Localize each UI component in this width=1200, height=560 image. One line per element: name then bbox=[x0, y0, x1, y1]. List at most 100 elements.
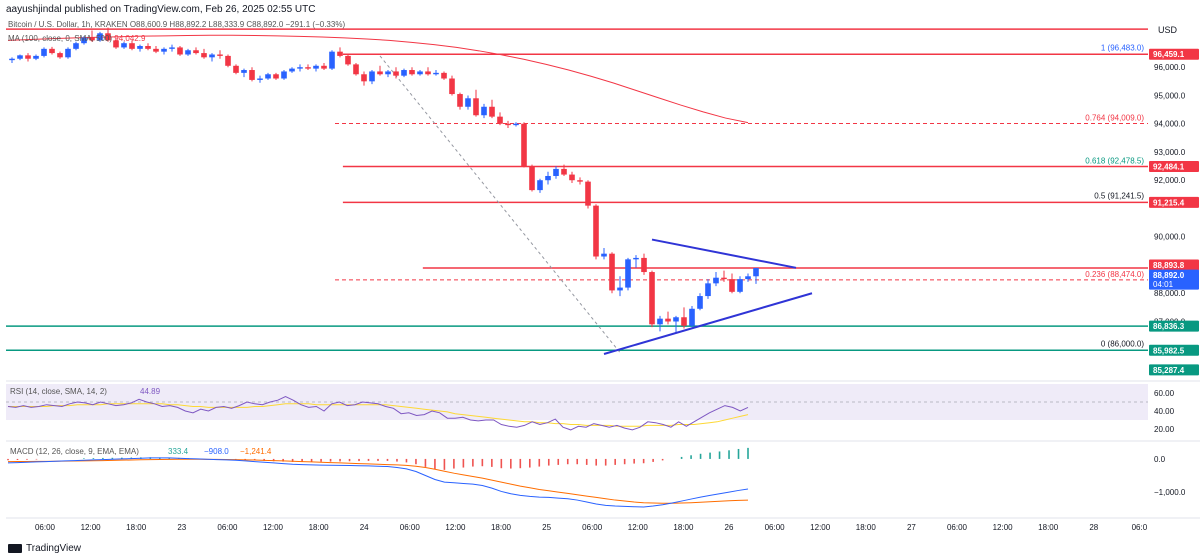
candle-body bbox=[713, 277, 719, 284]
candle-body bbox=[745, 276, 751, 280]
time-tick-label: 06:0 bbox=[1132, 523, 1148, 532]
time-tick-label: 12:00 bbox=[993, 523, 1014, 532]
time-tick-label: 24 bbox=[360, 523, 369, 532]
candle-body bbox=[521, 123, 527, 167]
macd-legend-value: −908.0 bbox=[204, 447, 229, 456]
candle-body bbox=[489, 106, 495, 117]
candle-body bbox=[321, 65, 327, 69]
candle-body bbox=[353, 64, 359, 75]
price-tag bbox=[1149, 161, 1199, 173]
candle-body bbox=[25, 55, 31, 59]
candle-body bbox=[121, 43, 127, 48]
candle-body bbox=[273, 74, 279, 79]
macd-histogram-bar bbox=[358, 458, 360, 462]
candle-body bbox=[265, 74, 271, 79]
macd-histogram-bar bbox=[405, 458, 408, 463]
rsi-legend-label: RSI (14, close, SMA, 14, 2) bbox=[10, 387, 107, 396]
candle-body bbox=[393, 71, 399, 76]
price-tick-label: 93,000.0 bbox=[1154, 148, 1186, 157]
macd-histogram-bar bbox=[92, 458, 95, 459]
candle-body bbox=[753, 268, 759, 277]
macd-histogram-bar bbox=[339, 458, 341, 462]
candle-body bbox=[601, 253, 607, 257]
macd-histogram-bar bbox=[7, 458, 9, 461]
fib-level-label: 0.618 (92,478.5) bbox=[1085, 157, 1144, 166]
candle-body bbox=[561, 168, 567, 175]
candle-body bbox=[633, 257, 639, 260]
candle-body bbox=[641, 257, 647, 273]
price-tick-label: 92,000.0 bbox=[1154, 176, 1186, 185]
candle-body bbox=[17, 55, 23, 59]
candle-body bbox=[305, 67, 311, 69]
candle-body bbox=[689, 308, 695, 326]
macd-histogram-bar bbox=[566, 458, 569, 465]
rsi-tick-label: 20.00 bbox=[1154, 425, 1175, 434]
fib-level-label: 0.5 (91,241.5) bbox=[1094, 192, 1144, 201]
macd-histogram-bar bbox=[26, 458, 28, 460]
macd-histogram-bar bbox=[367, 458, 370, 461]
time-tick-label: 18:00 bbox=[673, 523, 694, 532]
candle-body bbox=[513, 123, 519, 126]
price-tag-label: 85,982.5 bbox=[1153, 346, 1185, 355]
macd-histogram-bar bbox=[528, 458, 531, 468]
candle-body bbox=[617, 287, 623, 291]
candle-body bbox=[153, 48, 159, 52]
time-tick-label: 06:00 bbox=[947, 523, 968, 532]
candle-body bbox=[193, 50, 199, 54]
macd-histogram-bar bbox=[680, 456, 683, 459]
currency-label: USD bbox=[1158, 25, 1178, 35]
macd-histogram-bar bbox=[424, 458, 427, 467]
macd-signal-line bbox=[7, 458, 749, 504]
macd-histogram-bar bbox=[102, 457, 104, 459]
price-tag bbox=[1149, 259, 1199, 271]
price-tag bbox=[1149, 196, 1199, 208]
macd-histogram-bar bbox=[443, 458, 446, 470]
candle-body bbox=[257, 78, 263, 80]
candle-body bbox=[329, 51, 335, 69]
candle-body bbox=[657, 318, 663, 325]
candle-body bbox=[537, 180, 543, 191]
macd-histogram-bar bbox=[585, 458, 588, 465]
fib-level-label: 0.236 (88,474.0) bbox=[1085, 270, 1144, 279]
candle-body bbox=[401, 70, 407, 76]
macd-histogram-bar bbox=[614, 458, 616, 465]
time-tick-label: 18:00 bbox=[491, 523, 512, 532]
candle-body bbox=[721, 277, 727, 280]
macd-histogram-bar bbox=[728, 450, 730, 459]
candle-body bbox=[649, 272, 655, 325]
macd-histogram-bar bbox=[633, 458, 635, 464]
time-tick-label: 26 bbox=[725, 523, 734, 532]
candle-body bbox=[169, 47, 175, 49]
candle-body bbox=[553, 168, 559, 176]
candle-body bbox=[665, 318, 671, 322]
candle-body bbox=[457, 94, 463, 107]
price-tick-label: 90,000.0 bbox=[1154, 233, 1186, 242]
candle-body bbox=[89, 37, 95, 41]
candle-body bbox=[585, 181, 591, 206]
rsi-tick-label: 60.00 bbox=[1154, 389, 1175, 398]
macd-legend-value: 333.4 bbox=[168, 447, 189, 456]
candle-body bbox=[473, 98, 479, 116]
time-tick-label: 06:00 bbox=[217, 523, 238, 532]
candle-body bbox=[705, 283, 711, 297]
macd-histogram-bar bbox=[472, 458, 474, 467]
candle-body bbox=[249, 70, 255, 80]
price-tick-label: 88,000.0 bbox=[1154, 289, 1186, 298]
macd-histogram-bar bbox=[604, 458, 607, 466]
time-tick-label: 18:00 bbox=[309, 523, 330, 532]
time-tick-label: 06:00 bbox=[765, 523, 786, 532]
macd-tick-label: −1,000.0 bbox=[1154, 488, 1186, 497]
macd-histogram-bar bbox=[747, 447, 749, 459]
time-tick-label: 18:00 bbox=[856, 523, 877, 532]
rsi-sma-line bbox=[8, 403, 749, 427]
candle-body bbox=[593, 205, 599, 257]
macd-histogram-bar bbox=[320, 458, 322, 462]
candle-body bbox=[161, 48, 167, 52]
macd-histogram-bar bbox=[386, 458, 389, 461]
price-tag-label: 85,287.4 bbox=[1153, 366, 1185, 375]
candle-body bbox=[441, 72, 447, 79]
macd-histogram-bar bbox=[557, 458, 560, 465]
candle-body bbox=[409, 70, 415, 75]
macd-histogram-bar bbox=[481, 458, 484, 467]
macd-histogram-bar bbox=[434, 458, 436, 470]
